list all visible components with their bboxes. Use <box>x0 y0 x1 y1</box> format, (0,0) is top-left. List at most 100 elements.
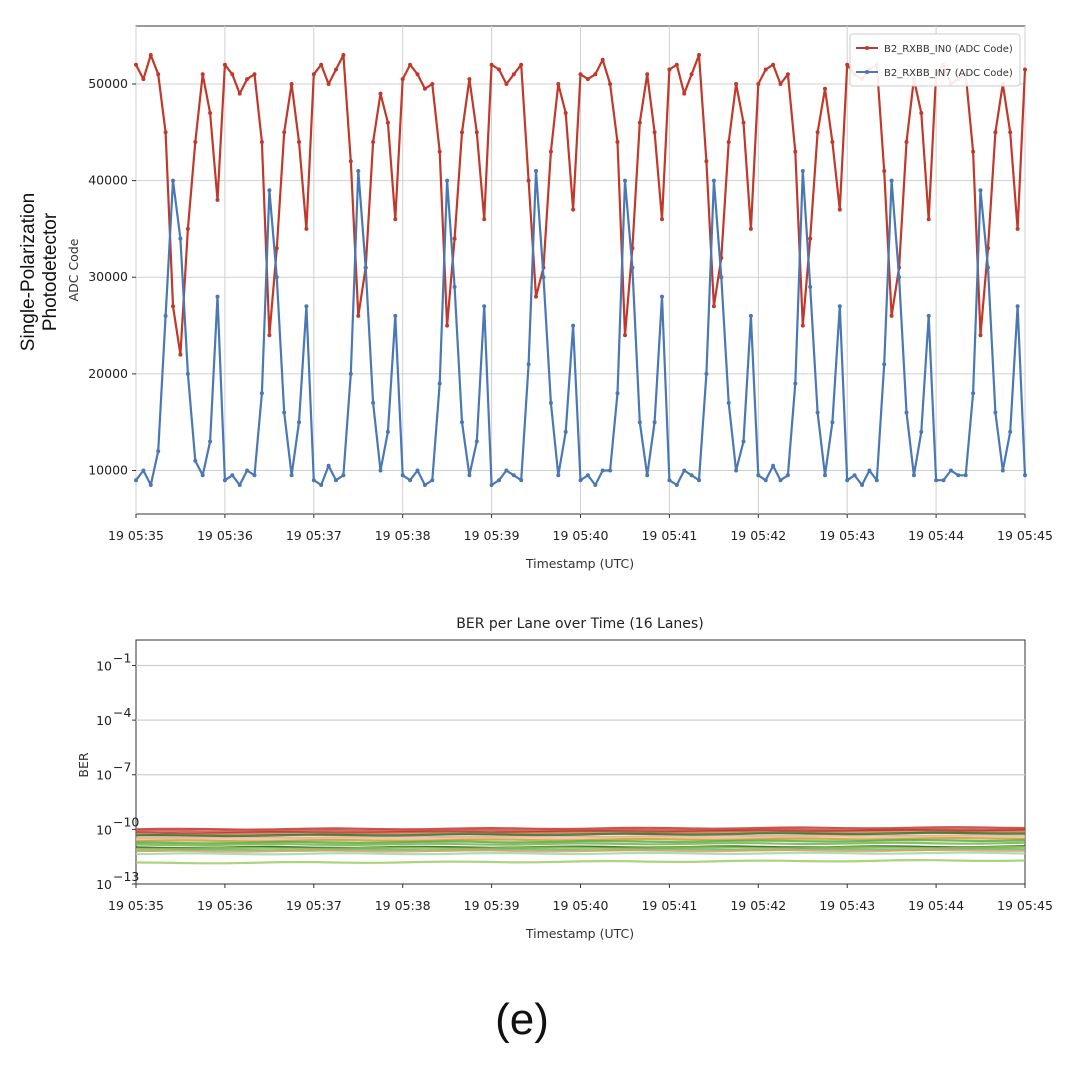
adc-data-point <box>660 217 664 222</box>
adc-data-point <box>148 53 153 57</box>
legend-label-in0: B2_RXBB_IN0 (ADC Code) <box>884 44 1013 55</box>
adc-data-point <box>948 468 953 473</box>
adc-legend: B2_RXBB_IN0 (ADC Code) B2_RXBB_IN7 (ADC … <box>849 33 1021 87</box>
adc-data-point <box>526 362 531 367</box>
adc-data-point <box>171 178 175 183</box>
adc-data-point <box>815 410 820 415</box>
adc-data-point <box>941 478 946 483</box>
adc-data-point <box>556 82 561 86</box>
adc-data-point <box>304 304 309 309</box>
adc-data-point <box>541 275 546 280</box>
adc-data-point <box>393 217 398 222</box>
adc-data-point <box>511 72 516 77</box>
adc-data-point <box>267 188 272 193</box>
adc-data-point <box>511 473 516 478</box>
adc-data-point <box>852 473 857 478</box>
adc-data-point <box>259 140 264 144</box>
side-label-line1: Single-Polarization <box>18 193 39 351</box>
adc-data-point <box>415 468 420 473</box>
adc-data-point <box>578 478 583 483</box>
adc-y-tick-label: 20000 <box>88 366 128 381</box>
adc-data-point <box>415 72 420 77</box>
adc-data-point <box>489 483 494 487</box>
adc-y-tick-label: 10000 <box>88 463 128 478</box>
adc-data-point <box>385 429 390 434</box>
adc-data-point <box>178 352 183 357</box>
adc-data-point <box>756 82 761 86</box>
adc-data-point <box>371 140 376 144</box>
ber-y-tick-exponent: −4 <box>113 705 131 720</box>
adc-data-point <box>467 77 472 82</box>
adc-data-point <box>904 140 909 144</box>
adc-data-point <box>682 91 687 96</box>
adc-x-tick-label: 19 05:40 <box>553 528 609 543</box>
adc-data-point <box>304 226 309 231</box>
adc-data-point <box>208 111 213 115</box>
adc-data-point <box>697 478 701 483</box>
ber-lane-3-line <box>135 828 1026 835</box>
adc-data-point <box>289 82 294 86</box>
adc-data-point <box>689 72 694 77</box>
legend-box <box>849 33 1021 87</box>
adc-data-point <box>185 226 190 231</box>
ber-x-tick-label: 19 05:42 <box>730 898 786 913</box>
side-label: Single-Polarization Photodetector <box>18 193 61 351</box>
adc-data-point <box>430 82 435 86</box>
adc-data-point <box>726 140 731 144</box>
adc-data-point <box>252 473 257 478</box>
adc-data-point <box>163 130 168 135</box>
adc-data-point <box>274 246 279 251</box>
adc-y-tick-label: 50000 <box>88 76 128 91</box>
adc-data-point <box>311 478 316 483</box>
adc-data-point <box>993 410 998 415</box>
adc-x-tick-label: 19 05:38 <box>375 528 431 543</box>
ber-y-tick-label: 10 <box>96 822 112 837</box>
ber-x-tick-label: 19 05:45 <box>997 898 1053 913</box>
adc-data-point <box>889 178 894 183</box>
adc-data-point <box>615 391 620 396</box>
adc-x-tick-label: 19 05:41 <box>641 528 697 543</box>
ber-x-tick-label: 19 05:40 <box>553 898 609 913</box>
adc-data-point <box>993 130 998 135</box>
ber-lane-15-line <box>135 858 1026 865</box>
ber-lane-9-line <box>135 838 1026 845</box>
adc-data-point <box>615 140 620 144</box>
ber-x-tick-label: 19 05:43 <box>819 898 875 913</box>
adc-data-point <box>926 217 931 222</box>
ber-x-tick-label: 19 05:37 <box>286 898 342 913</box>
adc-data-point <box>408 478 413 483</box>
adc-data-point <box>526 178 531 183</box>
adc-data-point <box>348 371 353 376</box>
adc-data-point <box>297 140 301 144</box>
adc-data-point <box>497 67 501 72</box>
adc-data-point <box>978 188 983 193</box>
adc-data-point <box>215 294 220 299</box>
ber-lane-1-line <box>135 826 1026 831</box>
adc-data-point <box>452 236 457 241</box>
adc-data-point <box>1015 304 1020 309</box>
adc-data-point <box>408 62 413 67</box>
adc-data-point <box>830 420 835 425</box>
adc-x-tick-label: 19 05:43 <box>819 528 875 543</box>
adc-data-point <box>956 473 961 478</box>
adc-data-point <box>237 483 242 487</box>
adc-data-point <box>282 130 287 135</box>
ber-lane-16-line <box>135 841 1026 847</box>
adc-data-point <box>845 478 850 483</box>
adc-data-point <box>497 478 501 483</box>
adc-data-point <box>267 333 272 338</box>
adc-data-point <box>608 82 613 86</box>
adc-data-point <box>808 284 813 289</box>
adc-data-point <box>623 178 627 183</box>
adc-data-point <box>593 483 598 487</box>
adc-data-point <box>148 483 153 487</box>
adc-data-point <box>245 77 250 82</box>
adc-data-point <box>156 72 161 77</box>
adc-data-point <box>585 473 590 478</box>
adc-data-point <box>785 72 790 77</box>
adc-y-ticks: 10000 20000 30000 40000 50000 <box>88 76 136 478</box>
adc-data-point <box>430 478 435 483</box>
side-label-line2: Photodetector <box>40 212 61 331</box>
